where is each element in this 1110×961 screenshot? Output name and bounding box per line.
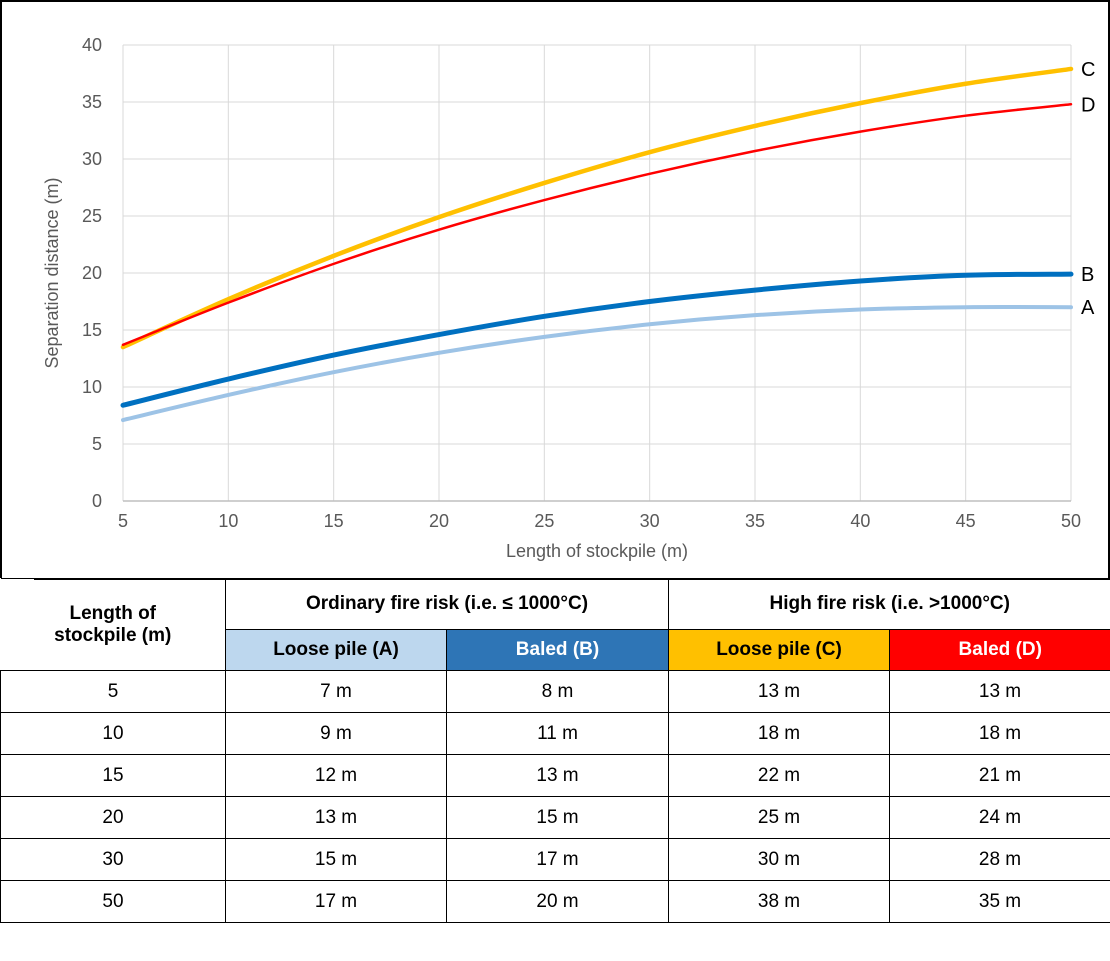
table-row: 10 9 m 11 m 18 m 18 m: [0, 712, 1110, 755]
header-high-fire-risk: High fire risk (i.e. >1000°C): [667, 578, 1110, 630]
series-label-d: D: [1081, 94, 1095, 116]
cell-loose-pile-c: 22 m: [668, 754, 890, 797]
cell-loose-pile-a: 17 m: [225, 880, 447, 923]
cell-loose-pile-c: 18 m: [668, 712, 890, 755]
cell-loose-pile-c: 38 m: [668, 880, 890, 923]
cell-loose-pile-a: 15 m: [225, 838, 447, 881]
table-row: 15 12 m 13 m 22 m 21 m: [0, 754, 1110, 797]
table-row: 30 15 m 17 m 30 m 28 m: [0, 838, 1110, 881]
header-loose-pile-a: Loose pile (A): [225, 629, 447, 671]
cell-length: 20: [0, 796, 226, 839]
cell-length: 30: [0, 838, 226, 881]
x-tick-label: 40: [850, 511, 870, 531]
series-line-b: [120, 271, 1074, 408]
cell-baled-b: 15 m: [446, 796, 669, 839]
y-tick-label: 10: [82, 377, 102, 397]
cell-baled-d: 21 m: [888, 754, 1110, 797]
grid: [122, 44, 1072, 502]
cell-length: 50: [0, 880, 226, 923]
series-line-a: [121, 305, 1073, 423]
y-tick-label: 0: [92, 491, 102, 511]
cell-baled-b: 17 m: [446, 838, 669, 881]
x-tick-label: 10: [218, 511, 238, 531]
cell-baled-d: 28 m: [888, 838, 1110, 881]
x-tick-label: 5: [118, 511, 128, 531]
header-baled-d: Baled (D): [888, 629, 1110, 671]
x-tick-label: 25: [534, 511, 554, 531]
x-axis-title: Length of stockpile (m): [506, 541, 688, 561]
y-tick-label: 35: [82, 92, 102, 112]
x-tick-label: 45: [956, 511, 976, 531]
table-row: 20 13 m 15 m 25 m 24 m: [0, 796, 1110, 839]
series-label-c: C: [1081, 59, 1095, 81]
series-line-c: [120, 66, 1074, 350]
series-line-d: [121, 103, 1073, 347]
y-tick-label: 5: [92, 434, 102, 454]
cell-baled-d: 18 m: [888, 712, 1110, 755]
table-row: 50 17 m 20 m 38 m 35 m: [0, 880, 1110, 923]
cell-baled-d: 13 m: [888, 670, 1110, 713]
y-axis-title: Separation distance (m): [42, 177, 62, 368]
cell-length: 15: [0, 754, 226, 797]
cell-baled-b: 20 m: [446, 880, 669, 923]
series-label-a: A: [1081, 297, 1095, 319]
y-tick-label: 15: [82, 320, 102, 340]
header-ordinary-fire-risk: Ordinary fire risk (i.e. ≤ 1000°C): [225, 578, 669, 630]
cell-baled-d: 24 m: [888, 796, 1110, 839]
cell-baled-b: 8 m: [446, 670, 669, 713]
series-label-b: B: [1081, 264, 1094, 286]
y-tick-label: 40: [82, 35, 102, 55]
cell-baled-b: 13 m: [446, 754, 669, 797]
x-tick-label: 15: [324, 511, 344, 531]
x-tick-label: 35: [745, 511, 765, 531]
y-tick-label: 30: [82, 149, 102, 169]
cell-baled-d: 35 m: [888, 880, 1110, 923]
cell-loose-pile-c: 30 m: [668, 838, 890, 881]
cell-length: 5: [0, 670, 226, 713]
series-lines: [120, 66, 1074, 423]
x-tick-label: 30: [640, 511, 660, 531]
cell-loose-pile-a: 9 m: [225, 712, 447, 755]
y-tick-label: 25: [82, 206, 102, 226]
header-length: Length of stockpile (m): [0, 578, 226, 671]
separation-distance-table: Length of stockpile (m) Ordinary fire ri…: [0, 578, 1110, 923]
cell-loose-pile-c: 25 m: [668, 796, 890, 839]
cell-loose-pile-c: 13 m: [668, 670, 890, 713]
x-tick-label: 50: [1061, 511, 1081, 531]
y-tick-label: 20: [82, 263, 102, 283]
cell-loose-pile-a: 13 m: [225, 796, 447, 839]
header-baled-b: Baled (B): [446, 629, 669, 671]
series-end-labels: AB CD: [1081, 59, 1095, 319]
cell-baled-b: 11 m: [446, 712, 669, 755]
cell-length: 10: [0, 712, 226, 755]
header-loose-pile-c: Loose pile (C): [668, 629, 890, 671]
cell-loose-pile-a: 12 m: [225, 754, 447, 797]
x-tick-label: 20: [429, 511, 449, 531]
cell-loose-pile-a: 7 m: [225, 670, 447, 713]
